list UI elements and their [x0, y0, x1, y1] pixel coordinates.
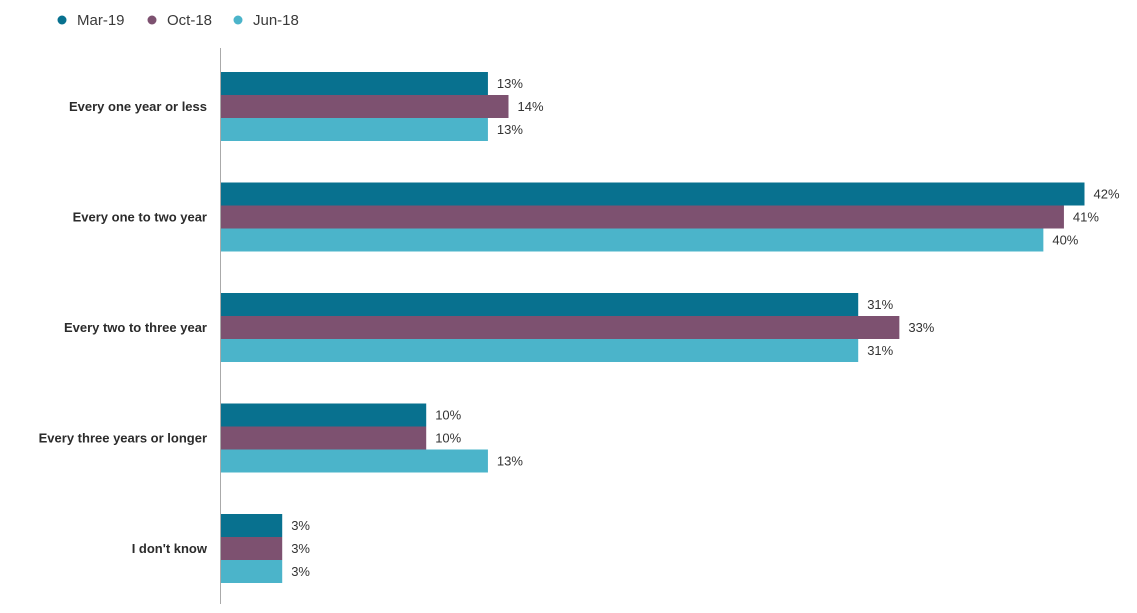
legend-item-mar-19: Mar-19: [57, 12, 125, 29]
data-label-oct-18-i-don-t-know: 3%: [291, 541, 310, 556]
data-label-oct-18-every-one-year-or-less: 14%: [518, 99, 544, 114]
bar-mar-19-every-three-years-or-longer: [220, 403, 427, 427]
data-label-mar-19-every-one-year-or-less: 13%: [497, 76, 523, 91]
category-labels: Every one year or less Every one to two y…: [39, 99, 208, 556]
legend-item-oct-18: Oct-18: [147, 12, 212, 29]
bar-mar-19-every-two-to-three-year: [220, 293, 859, 316]
data-label-mar-19-every-three-years-or-longer: 10%: [435, 408, 461, 423]
legend-label-mar-19: Mar-19: [77, 12, 125, 29]
data-label-jun-18-every-one-to-two-year: 40%: [1052, 233, 1078, 248]
bar-jun-18-every-three-years-or-longer: [220, 449, 488, 473]
legend: Mar-19 Oct-18 Jun-18: [57, 12, 299, 29]
data-label-jun-18-every-one-year-or-less: 13%: [497, 122, 523, 137]
legend-item-jun-18: Jun-18: [233, 12, 299, 29]
data-label-jun-18-every-two-to-three-year: 31%: [867, 343, 893, 358]
bar-oct-18-every-three-years-or-longer: [220, 426, 427, 450]
bar-jun-18-every-two-to-three-year: [220, 339, 859, 362]
bar-jun-18-i-don-t-know: [220, 560, 283, 583]
legend-label-oct-18: Oct-18: [167, 12, 212, 29]
bar-jun-18-every-one-to-two-year: [220, 228, 1044, 252]
bar-mar-19-every-one-to-two-year: [220, 182, 1085, 206]
legend-label-jun-18: Jun-18: [253, 12, 299, 29]
data-label-jun-18-i-don-t-know: 3%: [291, 564, 310, 579]
category-label: Every two to three year: [64, 320, 207, 335]
category-label: Every three years or longer: [39, 431, 207, 446]
bar-oct-18-every-two-to-three-year: [220, 316, 900, 339]
data-labels: 13% 14% 13% 42% 41% 40% 31% 33% 31% 10% 10% 13% 3% 3%…: [291, 76, 1120, 579]
legend-marker-mar-19: [57, 15, 67, 25]
data-label-mar-19-every-two-to-three-year: 31%: [867, 297, 893, 312]
data-label-jun-18-every-three-years-or-longer: 13%: [497, 454, 523, 469]
data-label-oct-18-every-two-to-three-year: 33%: [908, 320, 934, 335]
legend-marker-oct-18: [147, 15, 157, 25]
bar-jun-18-every-one-year-or-less: [220, 118, 488, 141]
data-label-oct-18-every-three-years-or-longer: 10%: [435, 431, 461, 446]
bar-mar-19-i-don-t-know: [220, 514, 283, 537]
data-label-oct-18-every-one-to-two-year: 41%: [1073, 210, 1099, 225]
bar-oct-18-every-one-to-two-year: [220, 205, 1064, 229]
category-label: Every one to two year: [73, 210, 207, 225]
data-label-mar-19-i-don-t-know: 3%: [291, 518, 310, 533]
bars: [220, 72, 1085, 583]
bar-oct-18-i-don-t-know: [220, 537, 283, 560]
bar-oct-18-every-one-year-or-less: [220, 95, 509, 118]
legend-marker-jun-18: [233, 15, 243, 25]
category-label: I don't know: [132, 541, 208, 556]
bar-mar-19-every-one-year-or-less: [220, 72, 488, 95]
data-label-mar-19-every-one-to-two-year: 42%: [1094, 187, 1120, 202]
category-label: Every one year or less: [69, 99, 207, 114]
